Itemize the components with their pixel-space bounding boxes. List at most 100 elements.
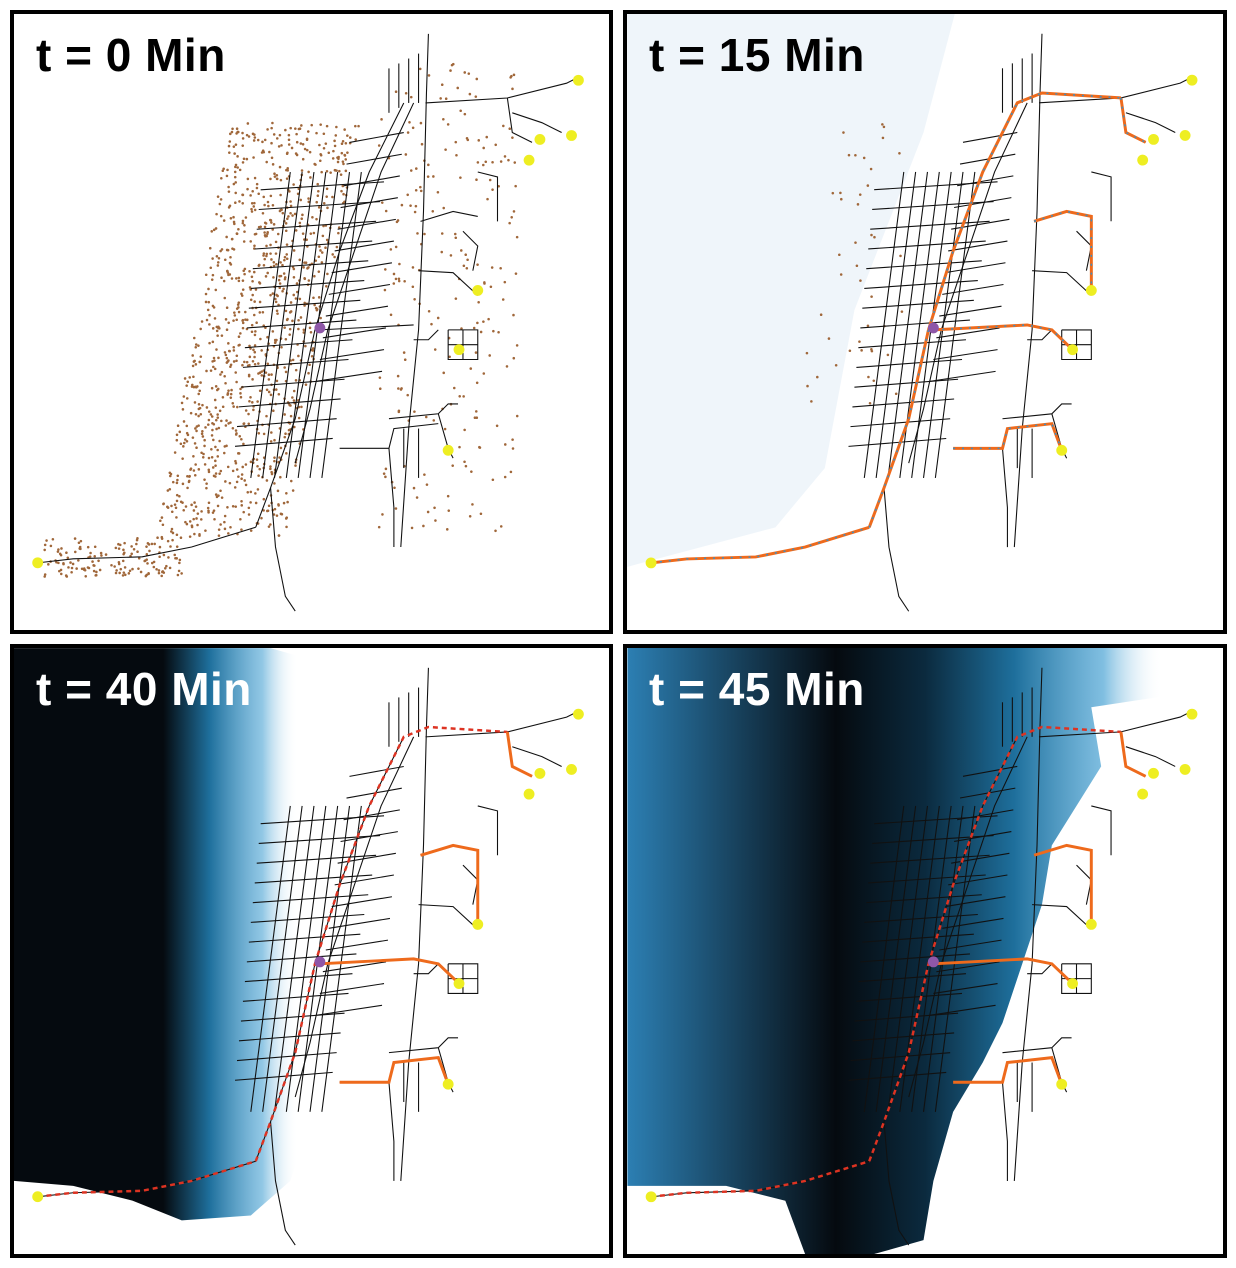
population-dot	[291, 358, 295, 362]
population-dot	[229, 363, 233, 367]
population-dot	[515, 344, 519, 347]
population-dot	[174, 506, 178, 510]
population-dot	[403, 358, 407, 361]
population-dot	[451, 464, 454, 467]
population-dot	[207, 300, 211, 304]
population-dot	[119, 567, 123, 571]
road-segment	[945, 262, 1006, 274]
population-dot	[182, 395, 186, 398]
population-dot	[335, 125, 338, 129]
population-dot	[312, 231, 316, 235]
population-dot	[247, 422, 251, 426]
road-segment	[866, 894, 982, 904]
population-dot	[464, 253, 468, 256]
population-dot	[249, 490, 253, 494]
population-dot	[873, 235, 876, 239]
population-dot	[185, 522, 189, 526]
population-dot	[246, 364, 250, 367]
population-dot	[252, 156, 255, 159]
population-dot	[448, 355, 451, 359]
road-segment	[388, 448, 395, 547]
population-dot	[273, 507, 277, 511]
population-dot	[203, 444, 206, 448]
population-dot	[249, 347, 252, 350]
road-segment	[322, 961, 387, 973]
population-dot	[501, 298, 505, 301]
road-segment	[262, 171, 303, 478]
population-dot	[59, 553, 63, 557]
population-dot	[381, 513, 384, 516]
population-dot	[289, 204, 293, 208]
population-dot	[262, 497, 266, 501]
population-dot	[294, 229, 298, 232]
population-dot	[168, 566, 172, 570]
population-dot	[377, 144, 381, 147]
population-dot	[240, 437, 243, 441]
population-dot	[333, 139, 336, 143]
population-dot	[212, 365, 215, 369]
population-dot	[307, 371, 310, 375]
population-dot	[389, 313, 393, 317]
population-dot	[146, 542, 150, 545]
population-dot	[216, 455, 220, 458]
population-dot	[509, 470, 513, 474]
population-dot	[410, 526, 414, 530]
road-segment	[936, 961, 1000, 973]
population-dot	[244, 463, 248, 466]
population-dot	[283, 366, 286, 369]
population-dot	[237, 279, 241, 283]
population-dot	[199, 381, 202, 384]
population-dot	[205, 318, 209, 322]
population-dot	[327, 151, 331, 155]
population-dot	[250, 330, 254, 334]
population-dot	[135, 538, 139, 542]
population-dot	[325, 195, 328, 198]
road-segment	[270, 1121, 296, 1246]
shelter-marker	[534, 134, 546, 145]
population-dot	[413, 210, 417, 214]
road-segment	[922, 171, 964, 479]
population-dot	[270, 431, 273, 434]
population-dot	[216, 195, 220, 198]
population-dot	[137, 556, 141, 560]
population-dot	[69, 561, 72, 564]
population-dot	[497, 184, 500, 188]
population-dot	[170, 504, 173, 508]
population-dot	[193, 359, 196, 363]
population-dot	[424, 415, 428, 419]
population-dot	[181, 408, 185, 411]
population-dot	[147, 572, 150, 576]
population-dot	[420, 142, 424, 146]
population-dot	[215, 348, 218, 351]
population-dot	[195, 446, 198, 449]
population-dot	[59, 572, 63, 576]
road-segment	[425, 711, 577, 738]
road-segment	[939, 939, 1002, 951]
population-dot	[211, 273, 215, 277]
population-dot	[250, 207, 253, 211]
population-dot	[143, 559, 146, 563]
population-dot	[309, 232, 313, 235]
population-dot	[49, 544, 53, 548]
population-dot	[870, 348, 873, 351]
road-segment	[887, 171, 929, 479]
population-dot	[271, 292, 275, 295]
population-dot	[194, 463, 197, 466]
population-dot	[270, 156, 274, 160]
road-segment	[1001, 1082, 1008, 1181]
population-dot	[263, 233, 267, 237]
population-dot	[483, 281, 486, 284]
population-dot	[839, 273, 843, 276]
population-dot	[507, 158, 510, 162]
population-dot	[332, 149, 335, 153]
population-dot	[185, 440, 189, 443]
population-dot	[287, 133, 291, 137]
population-dot	[384, 209, 388, 213]
population-dot	[251, 293, 254, 297]
population-dot	[232, 145, 236, 148]
population-dot	[257, 432, 261, 435]
population-dot	[260, 151, 264, 154]
shelter-marker	[442, 444, 454, 456]
population-dot	[306, 130, 310, 133]
population-dot	[317, 206, 321, 209]
